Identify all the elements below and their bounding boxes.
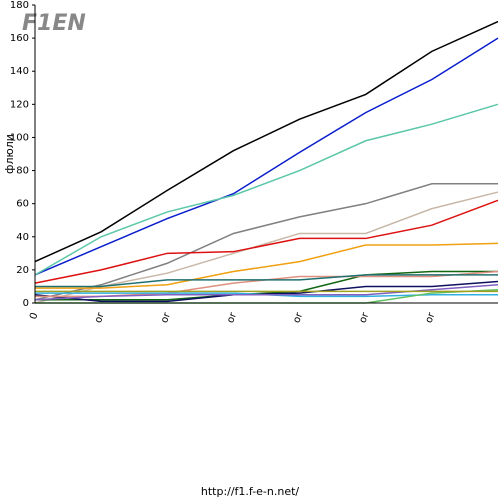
series-line bbox=[34, 37, 499, 276]
series-line bbox=[34, 191, 499, 304]
y-tick-label: 160 bbox=[10, 33, 29, 44]
logo-bg bbox=[20, 8, 98, 36]
y-tick-label: 80 bbox=[16, 166, 29, 177]
series-line bbox=[34, 280, 499, 303]
series-line bbox=[34, 103, 499, 276]
x-tick-label: or bbox=[424, 310, 438, 324]
x-tick-label: 0 bbox=[28, 311, 41, 321]
series-line bbox=[34, 284, 499, 301]
series-line bbox=[35, 270, 498, 301]
series-line bbox=[34, 199, 499, 284]
x-tick-label: or bbox=[225, 310, 239, 324]
y-tick-label: 180 bbox=[10, 0, 29, 11]
series-line bbox=[35, 242, 499, 289]
series-line bbox=[35, 274, 498, 288]
y-tick-label: 40 bbox=[16, 232, 29, 243]
x-tick-label: or bbox=[159, 310, 173, 324]
y-tick-label: 100 bbox=[10, 132, 29, 143]
series-line bbox=[34, 20, 499, 263]
footer: http://f1.f-e-n.net/ bbox=[201, 485, 300, 498]
y-tick-label: 60 bbox=[16, 199, 29, 210]
y-tick-label: 0 bbox=[23, 298, 29, 309]
y-tick-label: 140 bbox=[10, 66, 29, 77]
x-tick-label: or bbox=[291, 310, 305, 324]
y-tick-label: 20 bbox=[16, 265, 29, 276]
y-axis-label: флюли bbox=[3, 134, 16, 174]
x-tick-label: or bbox=[93, 310, 107, 324]
y-tick-label: 120 bbox=[10, 99, 29, 110]
logo: F1EN bbox=[22, 11, 86, 36]
x-tick-label: or bbox=[358, 310, 372, 324]
series-line bbox=[34, 183, 498, 301]
